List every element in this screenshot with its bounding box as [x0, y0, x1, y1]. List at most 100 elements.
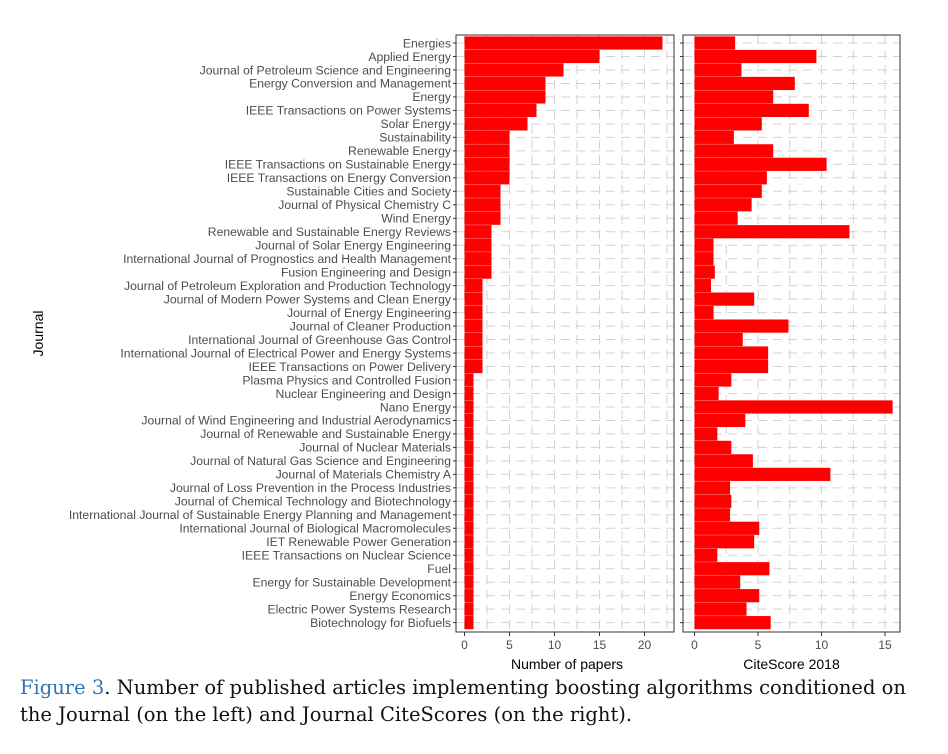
journal-label: Journal of Solar Energy Engineering — [255, 239, 451, 253]
papers-bar — [464, 454, 474, 468]
journal-label: Energy Conversion and Management — [249, 77, 452, 91]
papers-bar — [464, 157, 510, 171]
papers-bar — [464, 63, 564, 77]
citescore-bar — [694, 575, 741, 589]
citescore-bar — [694, 103, 809, 117]
journal-label: IEEE Transactions on Sustainable Energy — [225, 158, 452, 172]
right-panel-bars — [694, 36, 893, 630]
papers-bar — [464, 427, 474, 441]
papers-bar — [464, 346, 483, 360]
figure-label: Figure 3 — [20, 676, 105, 699]
citescore-bar — [694, 76, 795, 91]
citescore-bar — [694, 602, 747, 616]
journal-label: Journal of Modern Power Systems and Clea… — [164, 292, 452, 306]
journal-label: Energy — [412, 90, 452, 104]
x-tick-label: 10 — [815, 638, 829, 652]
citescore-bar — [694, 265, 715, 279]
citescore-bar — [694, 144, 774, 158]
citescore-bar — [694, 386, 719, 401]
citescore-bar — [694, 279, 712, 293]
papers-bar — [464, 184, 501, 198]
citescore-bar — [694, 211, 738, 225]
journal-label: IEEE Transactions on Energy Conversion — [227, 171, 451, 185]
journal-label: Journal of Natural Gas Science and Engin… — [190, 454, 451, 468]
journal-label: Sustainability — [379, 131, 452, 145]
citescore-bar — [694, 198, 752, 212]
citescore-bar — [694, 521, 760, 535]
papers-bar — [464, 211, 501, 225]
citescore-bar — [694, 238, 714, 252]
citescore-bar — [694, 562, 770, 576]
papers-bar — [464, 400, 474, 414]
journal-label: Journal of Petroleum Exploration and Pro… — [124, 279, 452, 293]
journal-label: Journal of Materials Chemistry A — [276, 468, 452, 482]
journal-label: Journal of Physical Chemistry C — [278, 198, 451, 212]
papers-bar — [464, 413, 474, 428]
papers-bar — [464, 279, 483, 293]
left-x-axis-title: Number of papers — [511, 656, 623, 672]
papers-bar — [464, 616, 474, 630]
journal-label: International Journal of Biological Macr… — [179, 522, 451, 536]
journal-label: Plasma Physics and Controlled Fusion — [242, 373, 451, 387]
journal-label: Electric Power Systems Research — [267, 602, 451, 616]
journal-label: Energy Economics — [349, 589, 451, 603]
citescore-bar — [694, 306, 714, 320]
x-tick-label: 20 — [638, 638, 652, 652]
papers-bar — [464, 535, 474, 549]
left-panel-bars — [464, 36, 663, 630]
journal-label: Sustainable Cities and Society — [286, 185, 452, 199]
journal-label: Fuel — [427, 562, 451, 576]
citescore-bar — [694, 225, 850, 239]
citescore-bar — [694, 157, 827, 171]
citescore-bar — [694, 171, 767, 185]
papers-bar — [464, 144, 510, 158]
citescore-bar — [694, 90, 774, 104]
journal-label: IEEE Transactions on Power Delivery — [248, 360, 451, 374]
journal-label: International Journal of Greenhouse Gas … — [188, 333, 451, 347]
journal-label: IEEE Transactions on Nuclear Science — [242, 549, 452, 563]
citescore-bar — [694, 359, 769, 374]
journal-label: IEEE Transactions on Power Systems — [246, 104, 451, 118]
papers-bar — [464, 36, 663, 50]
journal-label: Journal of Cleaner Production — [290, 319, 451, 333]
x-tick-label: 15 — [878, 638, 892, 652]
papers-bar — [464, 171, 510, 185]
papers-bar — [464, 548, 474, 562]
citescore-bar — [694, 130, 734, 144]
citescore-bar — [694, 440, 732, 454]
citescore-bar — [694, 319, 789, 333]
journal-label: Journal of Energy Engineering — [287, 306, 451, 320]
journal-label: Renewable Energy — [348, 144, 452, 158]
right-panel-border — [682, 34, 901, 633]
papers-bar — [464, 359, 483, 374]
journal-label: International Journal of Prognostics and… — [123, 252, 452, 266]
journal-label: Applied Energy — [368, 50, 452, 64]
papers-bar — [464, 265, 492, 279]
journal-label: Energy for Sustainable Development — [253, 576, 452, 590]
papers-bar — [464, 198, 501, 212]
citescore-bar — [694, 400, 893, 414]
journal-label: Journal of Nuclear Materials — [299, 441, 451, 455]
citescore-bar — [694, 427, 718, 441]
x-tick-label: 15 — [593, 638, 607, 652]
papers-bar — [464, 252, 492, 266]
papers-bar — [464, 373, 474, 387]
journal-label: Journal of Petroleum Science and Enginee… — [200, 63, 451, 77]
x-tick-label: 0 — [691, 638, 698, 652]
citescore-bar — [694, 49, 817, 64]
journal-label: Renewable and Sustainable Energy Reviews — [208, 225, 451, 239]
citescore-bar — [694, 63, 742, 77]
citescore-bar — [694, 117, 762, 131]
papers-bar — [464, 602, 474, 616]
citescore-bar — [694, 467, 831, 481]
papers-bar — [464, 103, 537, 117]
citescore-bar — [694, 413, 746, 428]
papers-bar — [464, 386, 474, 401]
papers-bar — [464, 319, 483, 333]
papers-bar — [464, 90, 546, 104]
citescore-bar — [694, 548, 718, 562]
citescore-bar — [694, 535, 755, 549]
papers-bar — [464, 49, 600, 64]
